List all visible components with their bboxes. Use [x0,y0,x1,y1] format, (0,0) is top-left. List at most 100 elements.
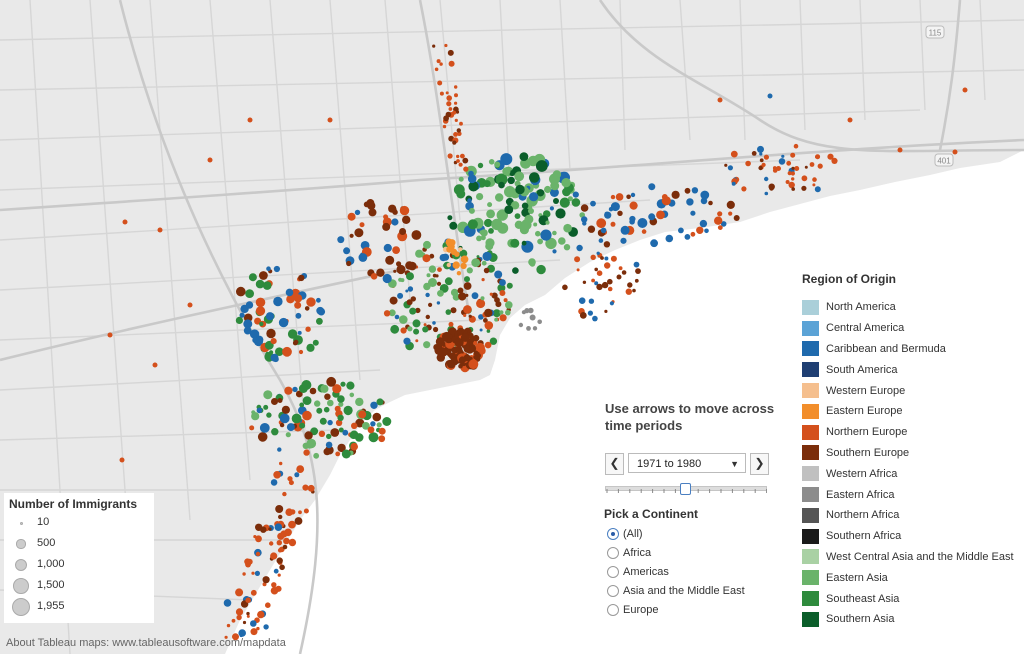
immigrant-point[interactable] [351,422,358,429]
immigrant-point[interactable] [671,190,680,199]
immigrant-point[interactable] [243,326,252,335]
immigrant-point[interactable] [809,162,815,167]
immigrant-point[interactable] [491,292,498,299]
immigrant-point[interactable] [307,484,315,492]
immigrant-point[interactable] [468,359,479,370]
immigrant-point[interactable] [952,149,958,155]
immigrant-point[interactable] [610,202,620,212]
immigrant-point[interactable] [243,319,253,329]
immigrant-point[interactable] [801,185,807,191]
immigrant-point[interactable] [476,193,484,201]
immigrant-point[interactable] [337,443,346,453]
region-legend-item[interactable]: Western Europe [796,380,1022,401]
immigrant-point[interactable] [390,324,400,334]
immigrant-point[interactable] [607,286,613,292]
immigrant-point[interactable] [436,281,442,286]
immigrant-point[interactable] [562,284,568,291]
immigrant-point[interactable] [536,264,546,275]
immigrant-point[interactable] [537,238,543,245]
immigrant-point[interactable] [528,258,536,266]
immigrant-point[interactable] [284,386,293,395]
immigrant-point[interactable] [480,235,486,241]
immigrant-point[interactable] [458,292,467,301]
immigrant-point[interactable] [263,624,269,630]
immigrant-point[interactable] [596,251,600,255]
immigrant-point[interactable] [452,140,457,145]
region-legend-item[interactable]: Southern Africa [796,526,1022,547]
immigrant-point[interactable] [587,225,596,233]
immigrant-point[interactable] [445,91,449,95]
immigrant-point[interactable] [231,618,236,623]
immigrant-point[interactable] [299,402,305,408]
immigrant-point[interactable] [279,422,285,428]
immigrant-point[interactable] [489,337,498,345]
immigrant-point[interactable] [580,204,589,212]
immigrant-point[interactable] [699,219,708,228]
immigrant-point[interactable] [499,310,504,315]
immigrant-point[interactable] [235,608,244,616]
immigrant-point[interactable] [471,258,481,267]
immigrant-point[interactable] [815,155,819,159]
immigrant-point[interactable] [335,451,341,457]
immigrant-point[interactable] [283,537,290,545]
immigrant-point[interactable] [456,154,460,159]
immigrant-point[interactable] [521,240,527,246]
immigrant-point[interactable] [437,267,442,272]
immigrant-point[interactable] [437,347,448,357]
immigrant-point[interactable] [255,551,261,557]
immigrant-point[interactable] [294,517,303,525]
immigrant-point[interactable] [448,60,455,67]
immigrant-point[interactable] [279,564,285,571]
immigrant-point[interactable] [521,202,529,210]
immigrant-point[interactable] [526,326,531,331]
immigrant-point[interactable] [582,280,587,284]
immigrant-point[interactable] [382,222,391,231]
immigrant-point[interactable] [223,599,232,607]
immigrant-point[interactable] [439,62,443,66]
immigrant-point[interactable] [700,190,710,200]
immigrant-point[interactable] [590,254,596,260]
immigrant-point[interactable] [450,307,457,314]
immigrant-point[interactable] [481,260,487,266]
immigrant-point[interactable] [274,523,283,531]
immigrant-point[interactable] [600,256,604,260]
immigrant-point[interactable] [812,177,817,182]
immigrant-point[interactable] [366,199,375,207]
immigrant-point[interactable] [535,230,541,237]
immigrant-point[interactable] [781,154,785,158]
immigrant-point[interactable] [250,628,258,636]
immigrant-point[interactable] [607,278,613,285]
immigrant-point[interactable] [741,186,747,192]
immigrant-point[interactable] [578,297,586,305]
immigrant-point[interactable] [344,407,352,416]
immigrant-point[interactable] [717,97,723,103]
immigrant-point[interactable] [447,49,454,56]
immigrant-point[interactable] [503,298,508,303]
immigrant-point[interactable] [463,313,467,317]
immigrant-point[interactable] [107,332,113,338]
immigrant-point[interactable] [447,215,453,221]
immigrant-point[interactable] [786,160,792,166]
immigrant-point[interactable] [406,299,413,306]
immigrant-point[interactable] [616,274,622,280]
immigrant-point[interactable] [509,170,516,177]
immigrant-point[interactable] [293,339,299,345]
immigrant-point[interactable] [428,278,437,287]
immigrant-point[interactable] [341,449,351,459]
immigrant-point[interactable] [412,319,421,328]
immigrant-point[interactable] [588,298,595,304]
immigrant-point[interactable] [604,256,609,261]
immigrant-point[interactable] [445,238,453,246]
immigrant-point[interactable] [343,247,351,255]
immigrant-point[interactable] [485,238,495,248]
immigrant-point[interactable] [271,582,277,588]
immigrant-point[interactable] [316,407,323,414]
immigrant-point[interactable] [769,185,774,191]
immigrant-point[interactable] [447,338,453,344]
immigrant-point[interactable] [629,219,635,225]
immigrant-point[interactable] [276,540,282,546]
immigrant-point[interactable] [552,230,557,236]
immigrant-point[interactable] [497,283,506,292]
immigrant-point[interactable] [370,401,378,409]
